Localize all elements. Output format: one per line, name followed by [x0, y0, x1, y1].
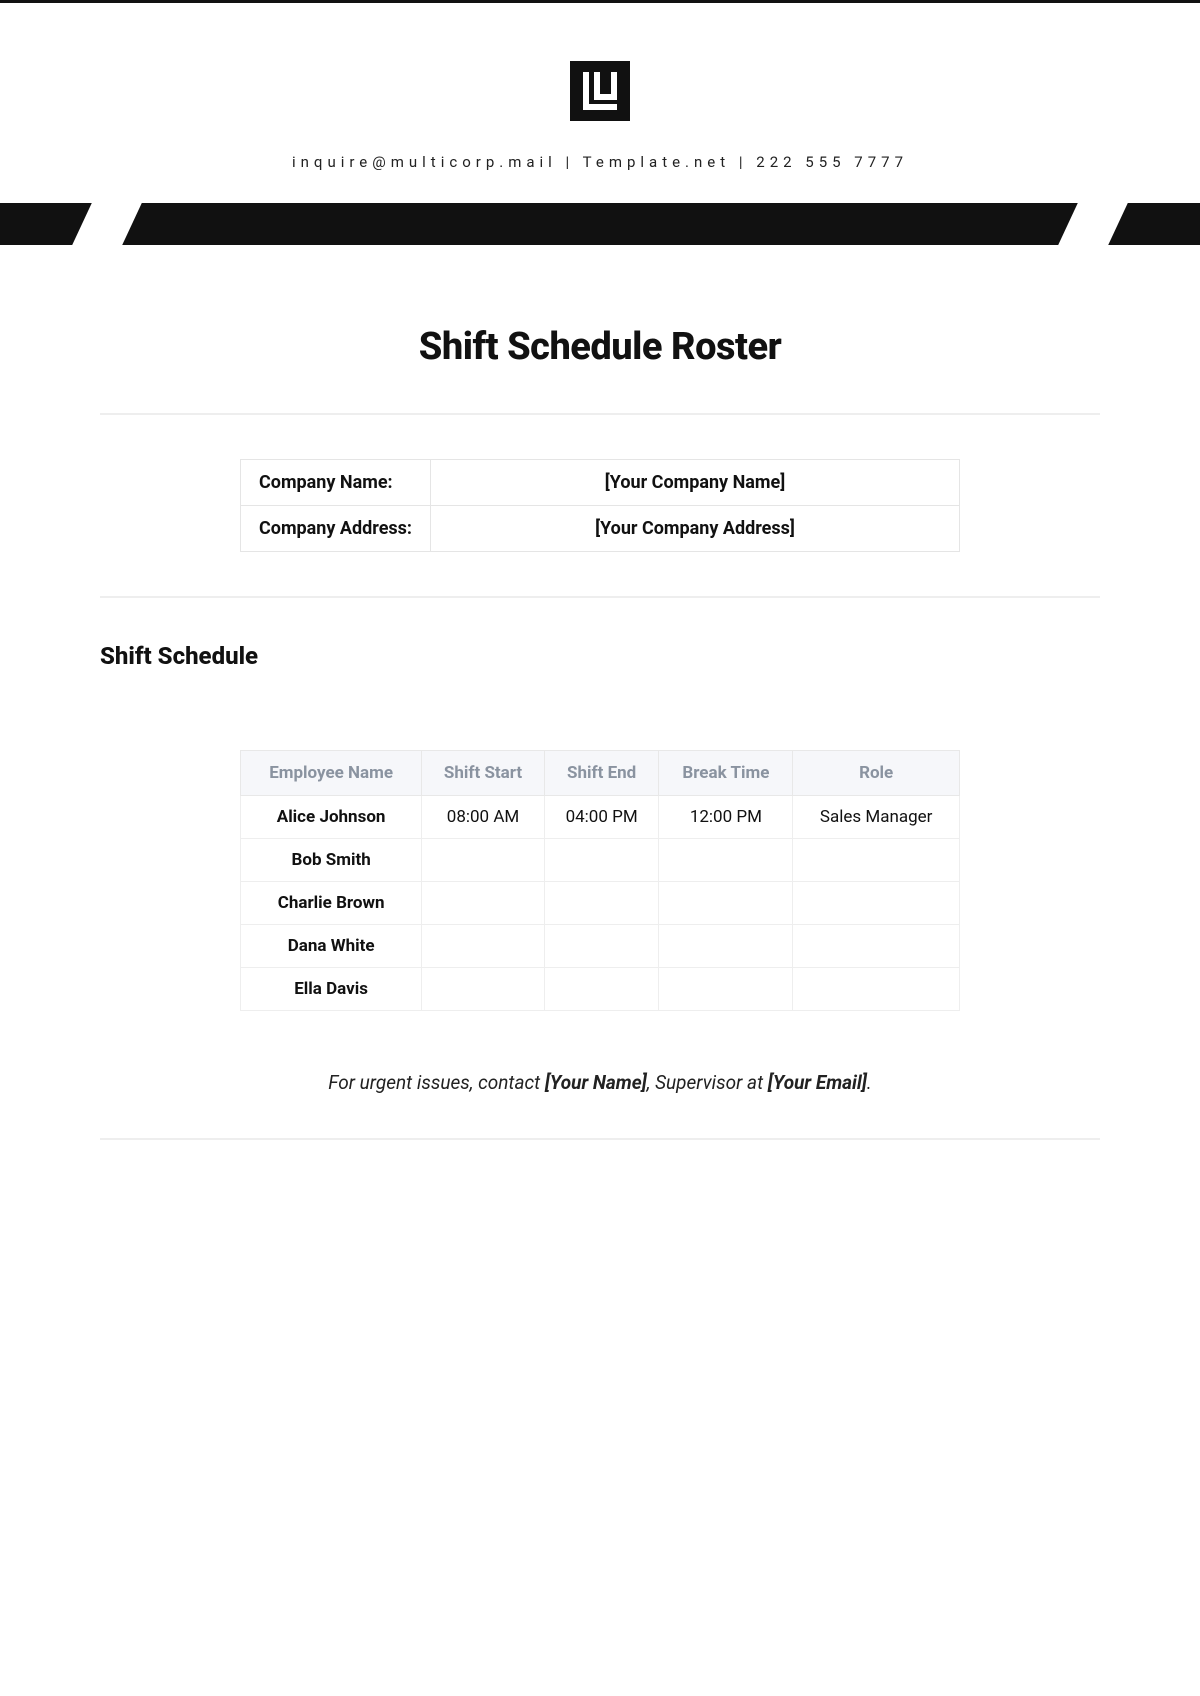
column-header: Break Time: [659, 751, 793, 796]
column-header: Employee Name: [241, 751, 422, 796]
page: inquire@multicorp.mail | Template.net | …: [0, 0, 1200, 1384]
column-header: Shift End: [544, 751, 659, 796]
table-row: Charlie Brown: [241, 882, 960, 925]
cell-role: Sales Manager: [793, 796, 960, 839]
info-value: [Your Company Name]: [431, 460, 960, 506]
cell-role: [793, 882, 960, 925]
cell-role: [793, 925, 960, 968]
info-label: Company Name:: [241, 460, 431, 506]
cell-role: [793, 968, 960, 1011]
footer-name: [Your Name]: [545, 1071, 647, 1094]
cell-employee: Ella Davis: [241, 968, 422, 1011]
divider: [100, 596, 1100, 598]
cell-employee: Dana White: [241, 925, 422, 968]
table-row: Company Address: [Your Company Address]: [241, 506, 960, 552]
cell-break: [659, 968, 793, 1011]
footer-note: For urgent issues, contact [Your Name], …: [100, 1071, 1100, 1094]
cell-end: [544, 882, 659, 925]
table-header-row: Employee Name Shift Start Shift End Brea…: [241, 751, 960, 796]
schedule-table: Employee Name Shift Start Shift End Brea…: [240, 750, 960, 1011]
decorative-band: [0, 203, 1200, 245]
cell-break: [659, 925, 793, 968]
cell-employee: Bob Smith: [241, 839, 422, 882]
cell-end: 04:00 PM: [544, 796, 659, 839]
footer-mid: , Supervisor at: [647, 1071, 768, 1094]
cell-employee: Alice Johnson: [241, 796, 422, 839]
cell-start: [422, 925, 545, 968]
section-title: Shift Schedule: [100, 642, 1100, 670]
footer-email: [Your Email]: [768, 1071, 867, 1094]
cell-break: 12:00 PM: [659, 796, 793, 839]
cell-role: [793, 839, 960, 882]
company-info-table: Company Name: [Your Company Name] Compan…: [240, 459, 960, 552]
cell-employee: Charlie Brown: [241, 882, 422, 925]
cell-start: [422, 839, 545, 882]
table-row: Bob Smith: [241, 839, 960, 882]
logo-icon: [570, 61, 630, 121]
divider: [100, 1138, 1100, 1140]
table-row: Ella Davis: [241, 968, 960, 1011]
cell-break: [659, 839, 793, 882]
info-label: Company Address:: [241, 506, 431, 552]
header-contact-line: inquire@multicorp.mail | Template.net | …: [0, 153, 1200, 171]
cell-end: [544, 839, 659, 882]
info-value: [Your Company Address]: [431, 506, 960, 552]
cell-end: [544, 925, 659, 968]
column-header: Shift Start: [422, 751, 545, 796]
cell-start: 08:00 AM: [422, 796, 545, 839]
header-logo-area: [0, 61, 1200, 121]
content-area: Shift Schedule Roster Company Name: [You…: [0, 325, 1200, 1140]
table-row: Company Name: [Your Company Name]: [241, 460, 960, 506]
footer-suffix: .: [867, 1071, 872, 1094]
cell-break: [659, 882, 793, 925]
cell-end: [544, 968, 659, 1011]
cell-start: [422, 882, 545, 925]
footer-prefix: For urgent issues, contact: [328, 1071, 545, 1094]
divider: [100, 413, 1100, 415]
table-row: Alice Johnson 08:00 AM 04:00 PM 12:00 PM…: [241, 796, 960, 839]
column-header: Role: [793, 751, 960, 796]
page-title: Shift Schedule Roster: [100, 325, 1100, 369]
cell-start: [422, 968, 545, 1011]
table-row: Dana White: [241, 925, 960, 968]
